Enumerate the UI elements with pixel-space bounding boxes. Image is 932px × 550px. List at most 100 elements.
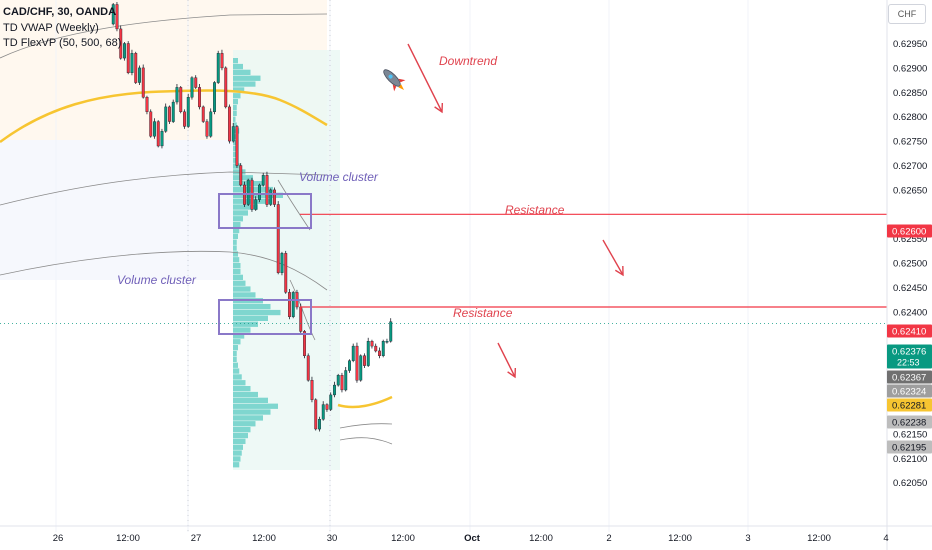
candle-body <box>156 121 160 147</box>
volume-profile-bar <box>233 421 256 427</box>
candle-body <box>381 341 385 357</box>
volume-profile-bar <box>233 380 246 386</box>
candle-body <box>303 331 306 356</box>
vwap-band-curve <box>289 279 316 341</box>
price-label-bg <box>887 344 932 369</box>
candle-body <box>126 43 130 73</box>
volume-profile-bar <box>233 210 248 216</box>
volume-profile-bar <box>233 222 241 228</box>
currency-badge[interactable]: CHF <box>888 4 926 24</box>
candle-body <box>321 404 325 420</box>
volume-profile-bar <box>233 309 281 316</box>
candle-body <box>231 126 235 142</box>
volume-profile-bar <box>233 409 271 415</box>
price-label-bg <box>887 398 932 412</box>
candle-body <box>171 101 175 122</box>
volume-profile-bar <box>233 175 253 181</box>
volume-profile-bar <box>233 374 242 380</box>
time-tick-label: 12:00 <box>529 533 553 544</box>
candle-body <box>149 111 153 137</box>
candle-body <box>291 292 295 317</box>
volume-profile-bar <box>233 304 271 310</box>
candle-body <box>168 106 171 122</box>
volume-profile-bar <box>233 233 238 239</box>
volume-profile-bar <box>233 362 238 368</box>
volume-profile-bar <box>233 93 241 99</box>
time-tick-label: 4 <box>883 533 888 544</box>
candle-body <box>111 4 115 25</box>
vwap-lower-band <box>0 250 328 291</box>
volume-profile-bar <box>233 462 240 468</box>
candle-body <box>141 67 145 98</box>
candle-body <box>138 67 141 83</box>
resistance-arrow-upper <box>602 239 624 276</box>
price-tick-label: 0.62850 <box>893 88 927 99</box>
candle-body <box>213 82 216 112</box>
price-tick-label: 0.62800 <box>893 112 927 123</box>
volume-profile-bar <box>233 204 258 210</box>
volume-profile-bar <box>233 339 241 345</box>
chart-symbol[interactable]: CAD/CHF, 30, OANDA <box>3 6 117 18</box>
candle-body <box>265 175 269 205</box>
candle-body <box>164 106 168 132</box>
indicator-flexvp-label[interactable]: TD FlexVP (50, 500, 68) <box>3 37 122 49</box>
volume-profile-bar <box>233 286 251 292</box>
candle-body <box>306 355 310 381</box>
volume-profile-bar <box>233 292 256 298</box>
time-tick-label: 2 <box>606 533 611 544</box>
price-label-value: 0.62376 <box>892 347 926 358</box>
volume-profile-bar <box>233 81 256 87</box>
candle-body <box>273 189 276 205</box>
volume-profile-bar <box>233 251 238 257</box>
price-tick-label: 0.62100 <box>893 454 927 465</box>
candle-body <box>160 131 164 147</box>
volume-profile-bar <box>233 192 283 198</box>
candle-body <box>385 341 389 343</box>
candle-body <box>336 375 340 386</box>
candle-body <box>205 121 209 137</box>
time-tick-label: 12:00 <box>252 533 276 544</box>
volume-profile-bar <box>233 350 237 357</box>
volume-profile-bar <box>233 450 242 456</box>
indicator-vwap-label[interactable]: TD VWAP (Weekly) <box>3 22 99 34</box>
vwap-line-new <box>337 395 393 409</box>
volume-profile-bar <box>233 368 240 374</box>
price-label-value: 0.62367 <box>892 373 926 384</box>
volume-profile-bar <box>233 134 238 140</box>
candle-body <box>363 355 366 366</box>
volume-profile-bar <box>233 403 278 409</box>
resistance-arrow-lower <box>497 342 516 378</box>
price-tick-label: 0.62650 <box>893 185 927 196</box>
candle-body <box>344 370 348 391</box>
candle-body <box>119 28 123 59</box>
time-tick-label: 12:00 <box>391 533 415 544</box>
vwap-upper-band <box>0 13 328 59</box>
candle-body <box>145 96 149 112</box>
volume-profile-bar <box>233 415 263 421</box>
candle-body <box>329 394 333 410</box>
candle-body <box>310 380 314 400</box>
vwap-band-new <box>339 423 393 429</box>
volume-profile-bar <box>233 145 236 152</box>
candle-body <box>239 165 243 186</box>
volume-profile-bar <box>233 122 237 128</box>
volume-profile-bar <box>233 151 237 157</box>
rocket-fins <box>392 78 406 92</box>
volume-profile-bar <box>233 116 236 122</box>
candle-body <box>194 77 198 88</box>
candle-body <box>276 204 280 274</box>
volume-profile-bar <box>233 427 251 433</box>
time-tick-label: Oct <box>464 533 481 544</box>
volume-profile-bar <box>233 216 243 222</box>
candle-body <box>153 121 156 137</box>
volume-profile-bar <box>233 456 241 462</box>
volume-profile-bar <box>233 263 241 269</box>
candle-body <box>130 53 134 73</box>
candle-body <box>134 53 138 83</box>
candle-body <box>216 53 220 83</box>
resistance-arrow-upper-head <box>614 265 624 277</box>
volume-profile-bar <box>233 140 237 146</box>
time-tick-label: 27 <box>191 533 202 544</box>
volume-profile-bar <box>233 110 237 116</box>
